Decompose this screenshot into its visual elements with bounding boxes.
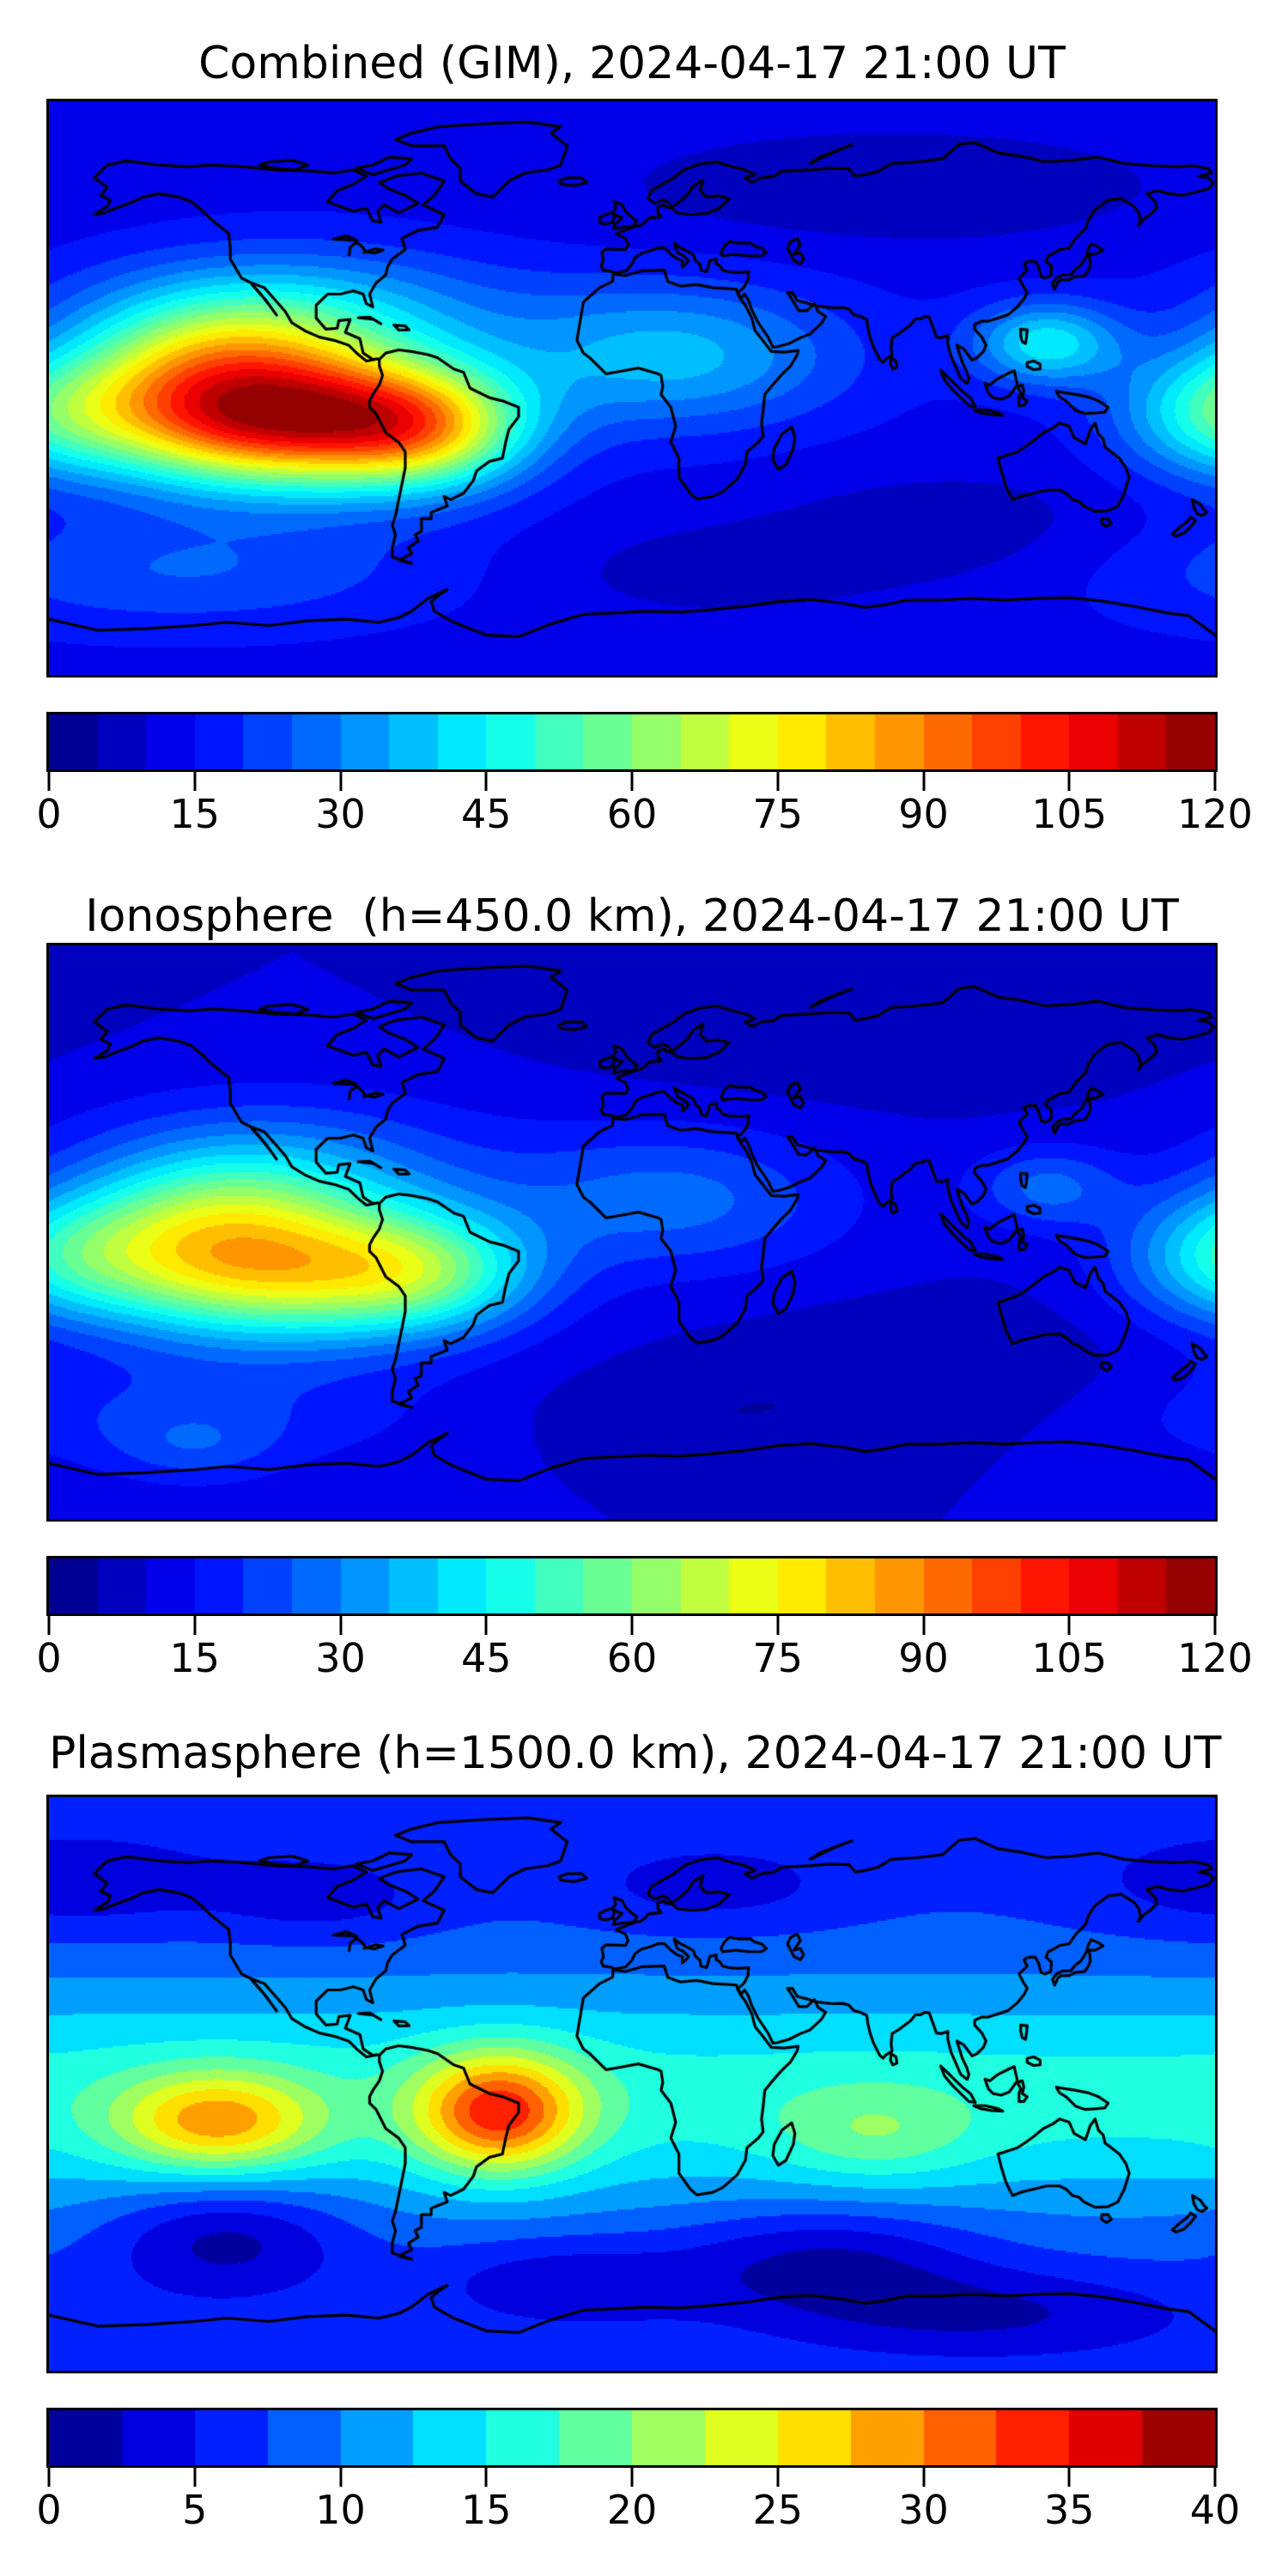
- colorbar-tick-label: 120: [1177, 791, 1253, 837]
- colorbar-tick-label: 15: [169, 791, 221, 837]
- colorbar-canvas-plasmasphere: [49, 2410, 1215, 2465]
- colorbar-tick-label: 30: [898, 2487, 949, 2533]
- colorbar-tick-mark: [484, 2468, 488, 2487]
- map-combined-gim: [46, 99, 1218, 677]
- colorbar-plasmasphere: [46, 2408, 1218, 2468]
- colorbar-tick-mark: [922, 2468, 925, 2487]
- panel-title-combined: Combined (GIM), 2024-04-17 21:00 UT: [198, 38, 1066, 89]
- colorbar-tick-mark: [47, 2468, 51, 2487]
- colorbar-tick-mark: [776, 772, 780, 791]
- map-canvas-ionosphere: [49, 945, 1215, 1519]
- colorbar-tick-label: 105: [1031, 791, 1108, 837]
- colorbar-tick-mark: [484, 772, 488, 791]
- colorbar-tick-mark: [47, 772, 51, 791]
- colorbar-tick-mark: [193, 1616, 197, 1635]
- colorbar-tick-label: 105: [1031, 1635, 1108, 1681]
- colorbar-tick-label: 15: [169, 1635, 221, 1681]
- colorbar-canvas-ionosphere: [49, 1558, 1215, 1613]
- colorbar-tick-mark: [47, 1616, 51, 1635]
- map-plasmasphere: [46, 1795, 1218, 2373]
- colorbar-tick-mark: [776, 2468, 780, 2487]
- colorbar-tick-label: 90: [898, 791, 949, 837]
- colorbar-tick-label: 10: [315, 2487, 366, 2533]
- colorbar-tick-label: 30: [315, 1635, 366, 1681]
- colorbar-tick-mark: [922, 1616, 925, 1635]
- colorbar-tick-mark: [1067, 2468, 1071, 2487]
- colorbar-tick-label: 0: [36, 2487, 62, 2533]
- colorbar-tick-label: 60: [606, 791, 658, 837]
- map-ionosphere: [46, 943, 1218, 1522]
- colorbar-tick-label: 5: [182, 2487, 208, 2533]
- colorbar-tick-mark: [1067, 1616, 1071, 1635]
- colorbar-tick-mark: [776, 1616, 780, 1635]
- colorbar-tick-label: 75: [752, 1635, 804, 1681]
- colorbar-tick-label: 40: [1189, 2487, 1241, 2533]
- map-canvas-combined: [49, 101, 1215, 675]
- colorbar-tick-label: 0: [36, 791, 62, 837]
- colorbar-canvas-combined: [49, 714, 1215, 769]
- colorbar-tick-label: 45: [460, 1635, 512, 1681]
- colorbar-ionosphere: [46, 1556, 1218, 1616]
- colorbar-tick-label: 75: [752, 791, 804, 837]
- colorbar-tick-mark: [193, 2468, 197, 2487]
- colorbar-combined: [46, 712, 1218, 772]
- colorbar-tick-mark: [1067, 772, 1071, 791]
- colorbar-tick-mark: [1213, 772, 1217, 791]
- colorbar-tick-label: 15: [460, 2487, 512, 2533]
- colorbar-tick-label: 30: [315, 791, 366, 837]
- colorbar-tick-label: 35: [1043, 2487, 1095, 2533]
- colorbar-tick-mark: [484, 1616, 488, 1635]
- colorbar-tick-mark: [630, 772, 634, 791]
- colorbar-tick-mark: [1213, 1616, 1217, 1635]
- colorbar-tick-label: 120: [1177, 1635, 1253, 1681]
- colorbar-tick-mark: [339, 2468, 342, 2487]
- colorbar-tick-label: 45: [460, 791, 512, 837]
- colorbar-tick-label: 90: [898, 1635, 949, 1681]
- colorbar-tick-mark: [630, 1616, 634, 1635]
- colorbar-tick-label: 60: [606, 1635, 658, 1681]
- map-canvas-plasmasphere: [49, 1797, 1215, 2371]
- colorbar-tick-mark: [339, 772, 342, 791]
- colorbar-tick-label: 0: [36, 1635, 62, 1681]
- colorbar-tick-mark: [922, 772, 925, 791]
- colorbar-tick-mark: [339, 1616, 342, 1635]
- colorbar-tick-label: 20: [606, 2487, 658, 2533]
- panel-title-plasmasphere: Plasmasphere (h=1500.0 km), 2024-04-17 2…: [49, 1728, 1222, 1779]
- colorbar-tick-label: 25: [752, 2487, 804, 2533]
- panel-title-ionosphere: Ionosphere (h=450.0 km), 2024-04-17 21:0…: [85, 890, 1179, 942]
- colorbar-tick-mark: [1213, 2468, 1217, 2487]
- colorbar-tick-mark: [630, 2468, 634, 2487]
- colorbar-tick-mark: [193, 772, 197, 791]
